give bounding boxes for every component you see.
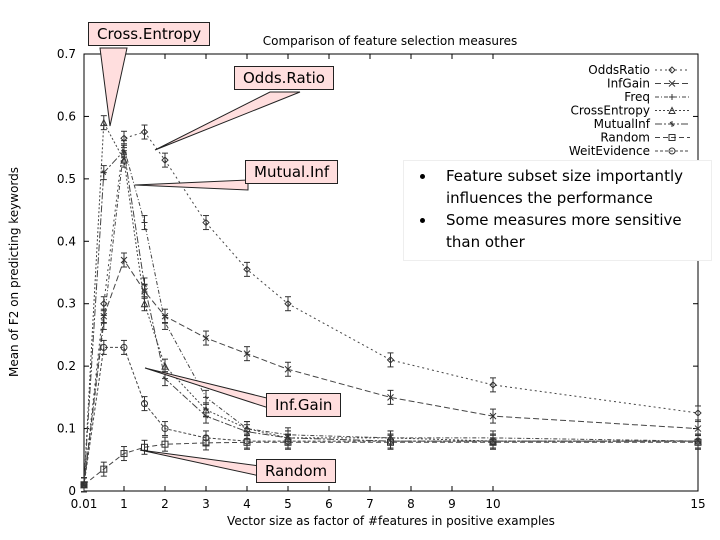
x-tick-label: 0.01	[71, 497, 98, 511]
note-text: Some measures more sensitive than other	[446, 211, 682, 251]
x-tick-label: 6	[325, 497, 333, 511]
x-tick-label: 4	[243, 497, 251, 511]
bullet-icon	[420, 218, 425, 223]
chart-title: Comparison of feature selection measures	[263, 34, 518, 48]
x-tick-label: 8	[407, 497, 415, 511]
x-tick-label: 9	[448, 497, 456, 511]
pointer-odds-ratio	[154, 91, 301, 151]
series-line-weitevidence	[83, 346, 698, 485]
legend-label: MutualInf	[594, 117, 651, 131]
y-tick-label: 0.1	[57, 422, 76, 436]
legend-label: InfGain	[607, 77, 650, 91]
callout-inf-gain: Inf.Gain	[266, 393, 342, 417]
legend-label: Random	[600, 131, 650, 145]
note-item: Some measures more sensitive than other	[420, 209, 705, 253]
pointer-random	[139, 449, 261, 477]
callout-random: Random	[256, 459, 337, 483]
y-tick-label: 0.3	[57, 297, 76, 311]
y-axis-label: Mean of F2 on predicting keywords	[7, 167, 21, 377]
legend-marker	[668, 134, 676, 141]
legend-marker	[668, 80, 676, 87]
y-tick-label: 0.7	[57, 47, 76, 61]
legend-label: WeitEvidence	[569, 144, 650, 158]
x-tick-label: 10	[485, 497, 500, 511]
legend-marker	[668, 106, 676, 114]
x-tick-label: 1	[120, 497, 128, 511]
callout-mutual-inf: Mutual.Inf	[245, 160, 339, 184]
series-line-infgain	[83, 258, 699, 485]
y-tick-label: 0.2	[57, 359, 76, 373]
y-tick-label: 0.5	[57, 172, 76, 186]
x-tick-label: 5	[284, 497, 292, 511]
note-item: Feature subset size importantly influenc…	[420, 165, 705, 209]
pointer-cross-entropy	[99, 47, 128, 127]
series-line-random	[83, 441, 698, 486]
legend-marker	[669, 121, 675, 127]
legend-label: CrossEntropy	[570, 104, 650, 118]
y-tick-label: 0	[68, 484, 76, 498]
callout-odds-ratio: Odds.Ratio	[234, 66, 334, 90]
pointer-mutual-inf	[134, 179, 249, 191]
pointer-inf-gain	[144, 367, 276, 411]
plot-frame	[83, 53, 699, 492]
x-tick-label: 7	[366, 497, 374, 511]
legend-label: Freq	[624, 90, 650, 104]
legend-label: OddsRatio	[588, 63, 650, 77]
note-text: Feature subset size importantly influenc…	[446, 167, 683, 207]
legend-marker	[668, 66, 676, 74]
x-tick-label: 3	[202, 497, 210, 511]
legend-marker	[669, 94, 675, 100]
y-tick-label: 0.6	[57, 109, 76, 123]
x-tick-label: 15	[690, 497, 705, 511]
callout-cross-entropy: Cross.Entropy	[88, 22, 211, 46]
legend-marker	[668, 147, 676, 155]
bullet-icon	[420, 174, 425, 179]
x-axis-label: Vector size as factor of #features in po…	[227, 514, 555, 528]
y-tick-label: 0.4	[57, 234, 76, 248]
x-tick-label: 2	[161, 497, 169, 511]
notes-box: Feature subset size importantly influenc…	[403, 160, 712, 261]
